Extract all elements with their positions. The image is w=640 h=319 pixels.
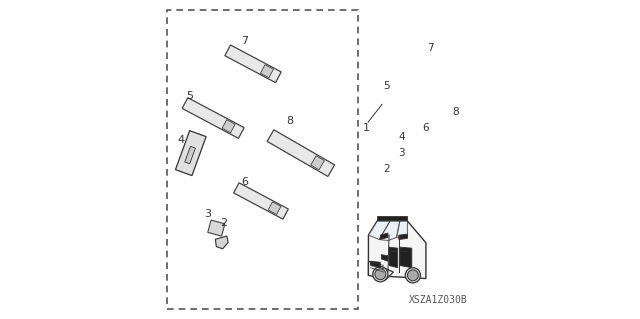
Polygon shape bbox=[371, 261, 380, 268]
Polygon shape bbox=[182, 98, 244, 138]
Polygon shape bbox=[208, 220, 225, 236]
Polygon shape bbox=[267, 130, 335, 176]
Polygon shape bbox=[381, 255, 388, 261]
Polygon shape bbox=[377, 216, 408, 220]
Polygon shape bbox=[369, 261, 394, 280]
Text: 8: 8 bbox=[452, 107, 459, 117]
Text: 5: 5 bbox=[186, 91, 193, 101]
Text: 2: 2 bbox=[383, 164, 390, 174]
Polygon shape bbox=[268, 202, 281, 214]
Polygon shape bbox=[185, 146, 195, 164]
Polygon shape bbox=[260, 65, 273, 78]
Text: 3: 3 bbox=[204, 209, 211, 219]
Text: XSZA1Z030B: XSZA1Z030B bbox=[410, 295, 468, 305]
Text: 3: 3 bbox=[398, 148, 404, 158]
Circle shape bbox=[405, 268, 420, 283]
Text: 4: 4 bbox=[178, 135, 185, 145]
Text: 7: 7 bbox=[241, 36, 248, 47]
Polygon shape bbox=[234, 183, 289, 219]
Polygon shape bbox=[175, 131, 206, 175]
Polygon shape bbox=[311, 156, 324, 170]
Text: 2: 2 bbox=[220, 218, 227, 228]
Text: 6: 6 bbox=[422, 122, 429, 133]
Text: 8: 8 bbox=[286, 116, 293, 126]
Polygon shape bbox=[222, 120, 235, 133]
Circle shape bbox=[408, 270, 419, 281]
Polygon shape bbox=[389, 247, 397, 268]
Polygon shape bbox=[400, 247, 412, 268]
Polygon shape bbox=[369, 221, 426, 278]
Polygon shape bbox=[380, 233, 388, 240]
Polygon shape bbox=[225, 45, 281, 83]
Polygon shape bbox=[380, 221, 400, 241]
Polygon shape bbox=[369, 221, 390, 240]
Polygon shape bbox=[216, 236, 228, 249]
Text: 1: 1 bbox=[363, 122, 370, 133]
Polygon shape bbox=[397, 221, 408, 237]
Text: 7: 7 bbox=[427, 43, 433, 53]
Circle shape bbox=[375, 269, 386, 280]
Text: 6: 6 bbox=[241, 177, 248, 187]
Circle shape bbox=[372, 267, 388, 282]
Polygon shape bbox=[399, 234, 408, 240]
Text: 4: 4 bbox=[398, 132, 404, 142]
Text: 5: 5 bbox=[383, 81, 390, 91]
